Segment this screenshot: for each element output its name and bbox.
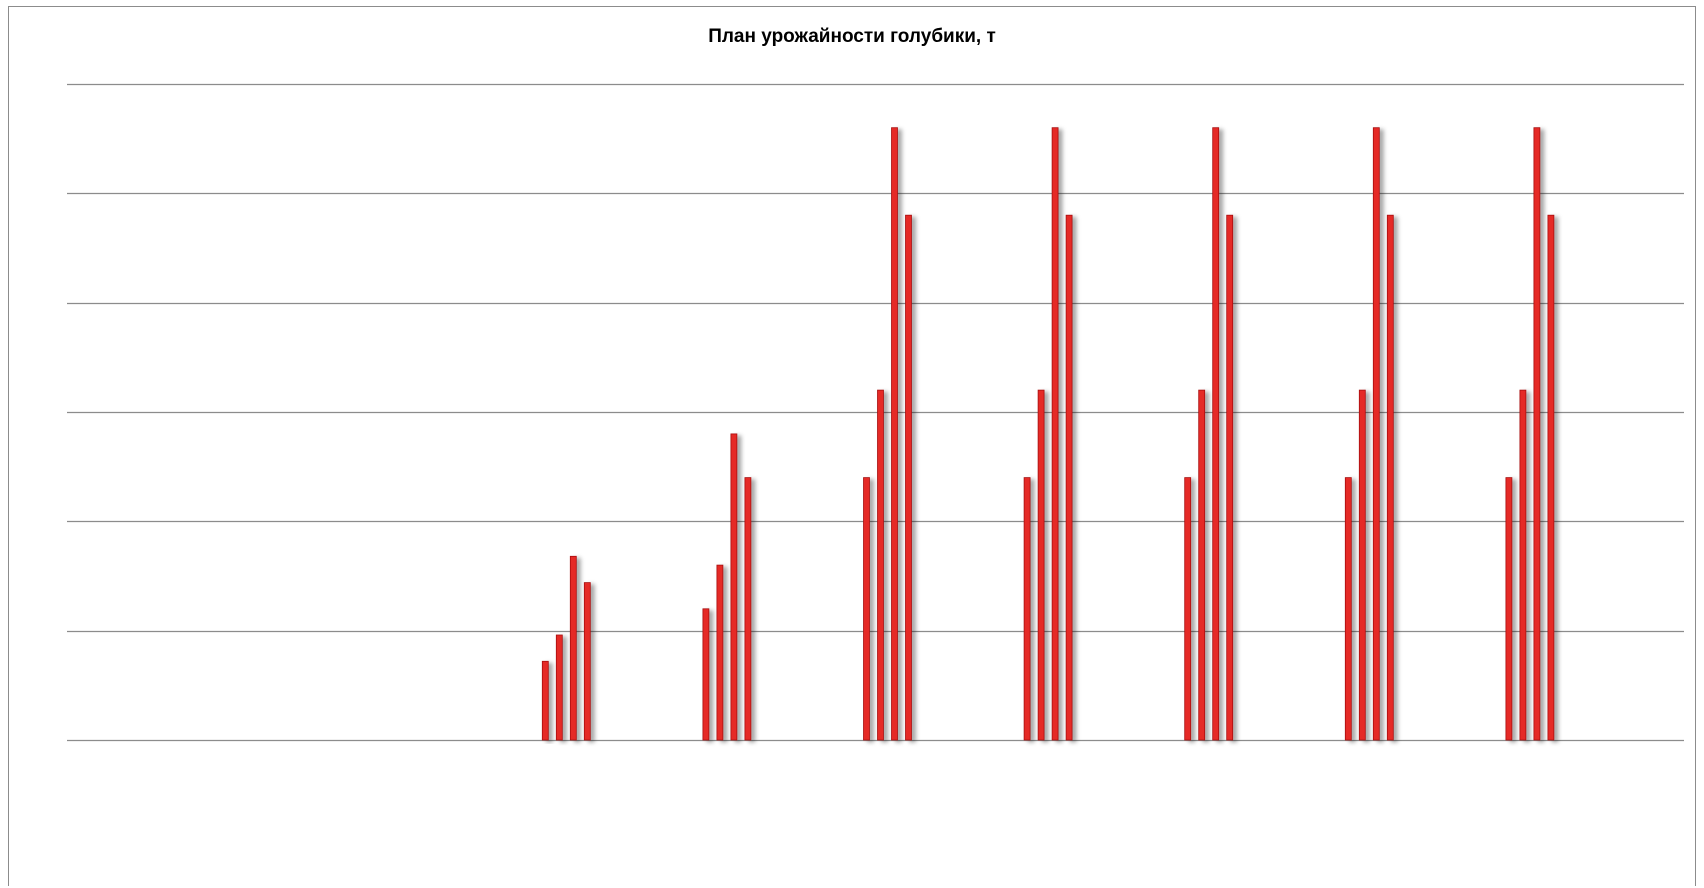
bar <box>583 582 591 741</box>
bar <box>1051 127 1059 741</box>
bar <box>730 433 738 741</box>
bar <box>1023 477 1031 741</box>
bar <box>905 214 912 741</box>
bar <box>1533 127 1541 741</box>
bar <box>541 660 549 741</box>
bar <box>555 634 563 741</box>
bar <box>1344 477 1352 741</box>
chart-frame <box>8 6 1696 886</box>
bar <box>569 555 577 741</box>
bar <box>1226 214 1234 741</box>
bar <box>1519 389 1527 741</box>
bar <box>863 477 870 741</box>
bar <box>702 608 710 741</box>
bar <box>1037 389 1045 741</box>
bar <box>877 389 884 741</box>
bar <box>1212 127 1220 741</box>
bar <box>891 127 898 741</box>
bar <box>1372 127 1380 741</box>
bar <box>1505 477 1513 741</box>
chart-title: План урожайности голубики, т <box>708 26 996 47</box>
bar <box>716 564 724 741</box>
bar <box>1198 389 1206 741</box>
bar <box>1358 389 1366 741</box>
bar <box>1386 214 1394 741</box>
bar <box>1184 477 1192 741</box>
bar <box>744 477 752 741</box>
bar <box>1065 214 1073 741</box>
bar <box>1547 214 1555 741</box>
